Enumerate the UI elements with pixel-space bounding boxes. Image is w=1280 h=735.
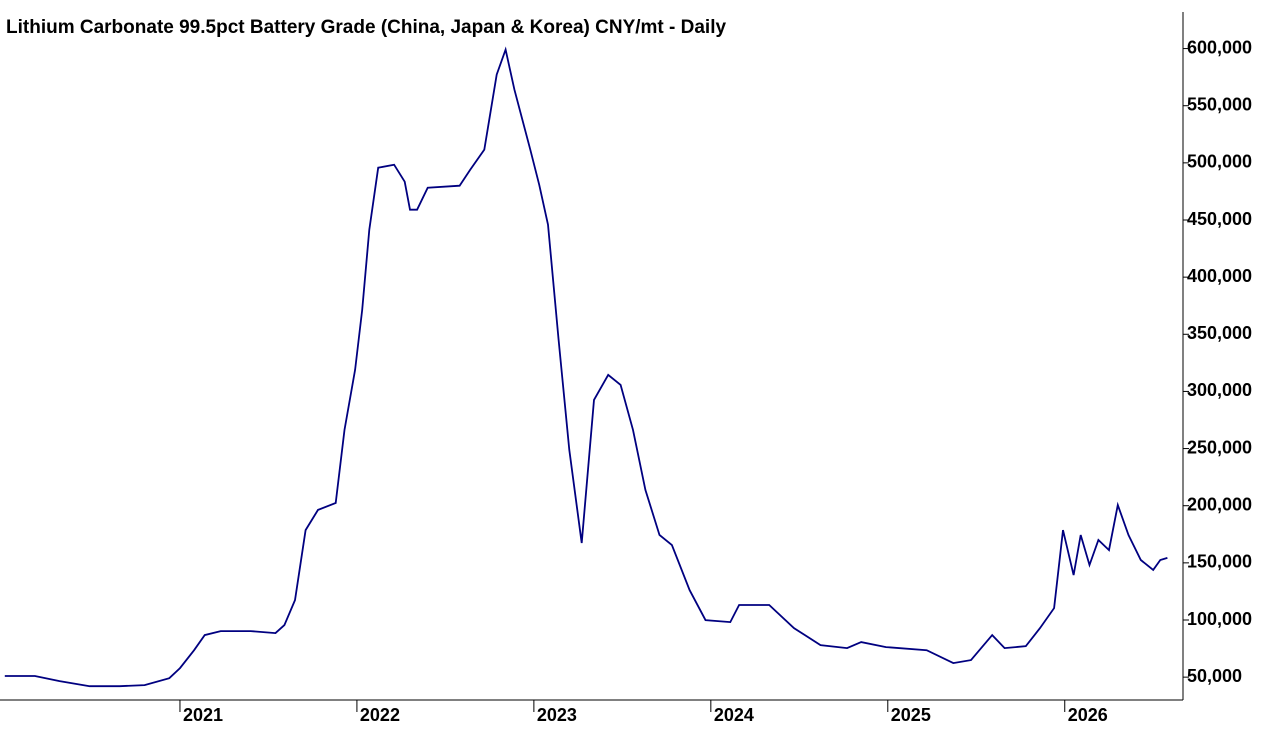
y-tick-label: 100,000: [1187, 609, 1252, 629]
y-tick-label: 250,000: [1187, 437, 1252, 457]
y-tick-label: 200,000: [1187, 494, 1252, 514]
y-tick-label: 150,000: [1187, 552, 1252, 572]
y-tick-label: 500,000: [1187, 152, 1252, 172]
y-tick-label: 550,000: [1187, 94, 1252, 114]
x-tick-label: 2025: [891, 705, 931, 725]
price-line: [4, 46, 1168, 688]
y-tick-label: 50,000: [1187, 666, 1242, 686]
y-tick-label: 400,000: [1187, 266, 1252, 286]
chart-title: Lithium Carbonate 99.5pct Battery Grade …: [6, 17, 726, 38]
x-tick-label: 2023: [537, 705, 577, 725]
y-tick-label: 350,000: [1187, 323, 1252, 343]
y-tick-label: 300,000: [1187, 380, 1252, 400]
x-tick-label: 2021: [183, 705, 223, 725]
x-tick-label: 2026: [1068, 705, 1108, 725]
y-tick-label: 600,000: [1187, 37, 1252, 57]
y-tick-label: 450,000: [1187, 209, 1252, 229]
x-tick-label: 2024: [714, 705, 754, 725]
x-tick-label: 2022: [360, 705, 400, 725]
